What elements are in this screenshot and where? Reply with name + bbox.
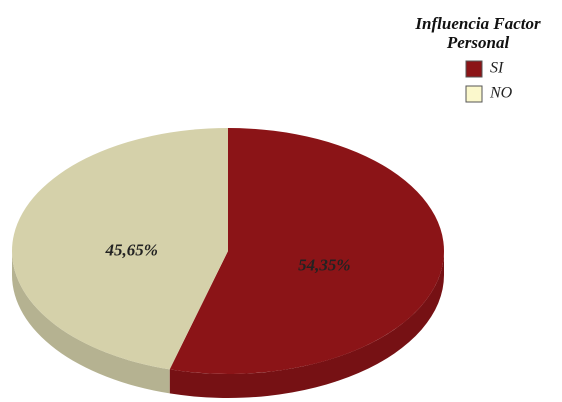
legend-swatch	[465, 85, 483, 103]
legend-swatch	[465, 60, 483, 78]
legend-title: Influencia Factor Personal	[415, 14, 541, 52]
data-label: 54,35%	[298, 255, 350, 274]
slice	[169, 128, 445, 375]
data-label: 45,65%	[104, 240, 157, 259]
legend-label: NO	[489, 85, 513, 102]
slice-side	[169, 251, 444, 399]
legend-label: SI	[490, 60, 504, 77]
slice-side	[12, 251, 170, 394]
slice	[12, 128, 228, 370]
